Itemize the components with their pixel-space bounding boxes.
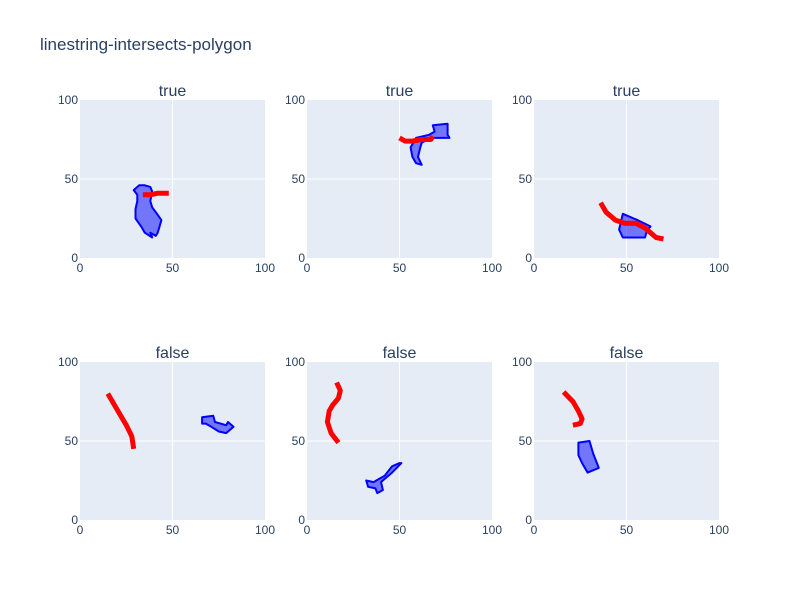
linestring [324,381,343,445]
linestring [598,201,664,242]
y-tick-label: 100 [512,355,532,369]
y-tick-label: 100 [58,93,78,107]
subplot-5: false 0 50 100 0 50 100 [285,345,502,537]
polygon-shape [365,462,403,495]
y-tick-label: 0 [71,251,78,265]
polygon-shape [409,122,451,166]
subplot-4: false 0 50 100 0 50 100 [58,345,275,537]
subplot-grid: true 0 50 100 0 50 100 true 0 50 100 0 50 100 true 0 50 1… [58,83,729,537]
x-tick-label: 50 [620,523,634,537]
polygon-shape [577,440,600,474]
linestring [398,135,435,144]
linestring [142,190,169,198]
y-tick-label: 0 [298,513,305,527]
y-tick-label: 100 [512,93,532,107]
y-tick-label: 50 [65,172,79,186]
x-tick-label: 50 [166,261,180,275]
linestring [561,390,585,428]
y-tick-label: 0 [71,513,78,527]
y-tick-label: 50 [519,172,533,186]
y-tick-label: 50 [292,434,306,448]
subplot-6: false 0 50 100 0 50 100 [512,345,729,537]
linestring [105,392,137,450]
y-tick-label: 0 [525,251,532,265]
x-tick-label: 100 [709,523,729,537]
x-tick-label: 100 [482,523,502,537]
subplot-title: true [613,83,641,100]
y-tick-label: 100 [285,93,305,107]
x-tick-label: 0 [77,261,84,275]
polygon-shape [132,184,163,239]
y-tick-label: 100 [285,355,305,369]
x-tick-label: 100 [255,261,275,275]
subplot-1: true 0 50 100 0 50 100 [58,83,275,275]
x-tick-label: 50 [166,523,180,537]
y-tick-label: 50 [519,434,533,448]
subplot-title: true [386,83,414,100]
y-tick-label: 100 [58,355,78,369]
x-tick-label: 50 [393,261,407,275]
subplot-title: false [610,345,644,362]
y-tick-label: 0 [298,251,305,265]
x-tick-label: 100 [709,261,729,275]
x-tick-label: 100 [482,261,502,275]
y-tick-label: 50 [292,172,306,186]
x-tick-label: 0 [304,523,311,537]
chart-title: linestring-intersects-polygon [40,35,252,54]
x-tick-label: 100 [255,523,275,537]
polygon-shape [201,414,235,435]
x-tick-label: 50 [393,523,407,537]
x-tick-label: 50 [620,261,634,275]
subplot-2: true 0 50 100 0 50 100 [285,83,502,275]
x-tick-label: 0 [304,261,311,275]
x-tick-label: 0 [531,261,538,275]
y-tick-label: 50 [65,434,79,448]
subplot-title: false [156,345,190,362]
x-tick-label: 0 [77,523,84,537]
subplot-3: true 0 50 100 0 50 100 [512,83,729,275]
subplot-title: true [159,83,187,100]
y-tick-label: 0 [525,513,532,527]
subplot-title: false [383,345,417,362]
x-tick-label: 0 [531,523,538,537]
